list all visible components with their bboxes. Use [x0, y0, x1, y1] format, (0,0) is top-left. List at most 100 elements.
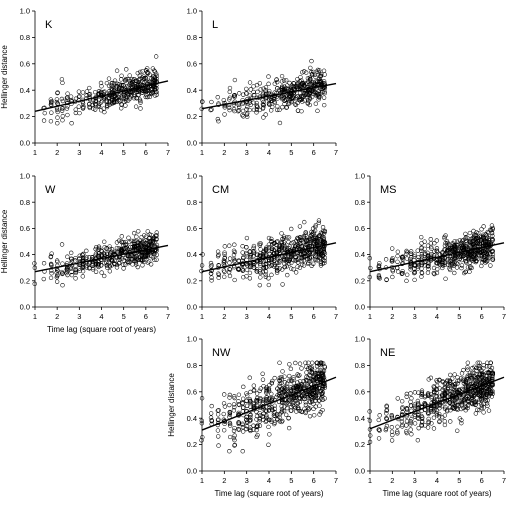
- data-point: [269, 239, 274, 244]
- data-point: [448, 419, 453, 424]
- data-point: [124, 242, 129, 247]
- data-point: [484, 378, 489, 383]
- data-point: [454, 239, 460, 244]
- data-point: [227, 449, 232, 454]
- data-point: [244, 252, 249, 257]
- data-point: [114, 96, 119, 101]
- data-point: [77, 94, 82, 99]
- data-point: [258, 275, 263, 280]
- data-point: [282, 84, 287, 89]
- data-point: [390, 246, 395, 251]
- data-point: [116, 86, 122, 91]
- data-point: [272, 406, 277, 411]
- x-tick-label: 6: [312, 476, 316, 485]
- y-tick-label: 1.0: [20, 7, 30, 16]
- data-point: [102, 245, 107, 250]
- data-point: [307, 399, 312, 404]
- data-point: [297, 265, 303, 270]
- data-point: [145, 252, 151, 258]
- x-tick-label: 7: [166, 312, 170, 321]
- y-tick-label: 0.0: [20, 139, 30, 148]
- data-point: [288, 385, 293, 390]
- data-point: [299, 393, 304, 399]
- data-point: [93, 251, 99, 256]
- data-point: [443, 387, 448, 393]
- data-point: [41, 118, 47, 123]
- data-point: [154, 230, 159, 235]
- data-point: [112, 249, 117, 255]
- data-point: [293, 385, 299, 390]
- data-point: [416, 425, 421, 431]
- data-point: [251, 254, 256, 259]
- data-point: [269, 272, 274, 278]
- data-point: [291, 380, 297, 386]
- data-point: [486, 240, 491, 245]
- data-point: [147, 235, 152, 240]
- data-point: [119, 82, 124, 88]
- data-point: [319, 72, 324, 77]
- data-point: [154, 236, 159, 241]
- data-point: [412, 262, 418, 268]
- data-point: [442, 234, 447, 240]
- data-point: [481, 405, 487, 410]
- data-point: [286, 95, 292, 100]
- data-point: [152, 257, 157, 262]
- data-point: [121, 96, 127, 102]
- data-point: [288, 378, 294, 383]
- data-point: [76, 94, 82, 100]
- data-point: [431, 426, 437, 431]
- data-point: [109, 257, 114, 262]
- data-point: [486, 408, 492, 413]
- x-tick-label: 6: [312, 312, 316, 321]
- data-point: [284, 105, 289, 110]
- y-tick-label: 0.8: [187, 361, 197, 370]
- data-point: [208, 264, 214, 269]
- data-point: [321, 68, 327, 73]
- data-point: [96, 245, 102, 251]
- data-point: [293, 270, 299, 275]
- data-point: [295, 76, 300, 82]
- data-point: [272, 99, 277, 104]
- data-point: [320, 247, 325, 252]
- data-point: [109, 86, 114, 91]
- data-point: [434, 394, 439, 399]
- data-point: [477, 391, 482, 396]
- data-point: [244, 245, 249, 250]
- data-point: [127, 253, 133, 258]
- data-point: [400, 269, 405, 274]
- data-point: [232, 93, 238, 98]
- data-point: [135, 257, 141, 263]
- data-point: [142, 88, 147, 93]
- data-point: [320, 225, 326, 230]
- data-point: [140, 69, 145, 74]
- data-point: [254, 424, 259, 429]
- x-tick-label: 7: [334, 476, 338, 485]
- data-point: [367, 409, 372, 414]
- data-point: [96, 97, 102, 103]
- data-point: [271, 247, 277, 253]
- data-point: [479, 379, 484, 385]
- data-point: [55, 268, 60, 273]
- data-point: [415, 248, 420, 253]
- data-point: [145, 66, 150, 71]
- data-point: [254, 107, 260, 113]
- panel-label: NE: [380, 347, 395, 359]
- data-point: [429, 246, 434, 251]
- data-point: [318, 377, 324, 382]
- data-point: [209, 275, 214, 280]
- data-point: [216, 443, 221, 448]
- data-point: [470, 365, 475, 371]
- data-point: [287, 362, 292, 367]
- data-point: [303, 230, 308, 235]
- data-point: [222, 250, 227, 255]
- data-point: [400, 399, 405, 404]
- x-axis-label: Time lag (square root of years): [47, 325, 156, 334]
- data-point: [117, 81, 122, 87]
- data-point: [422, 239, 427, 244]
- data-point: [479, 238, 484, 243]
- data-point: [314, 235, 320, 241]
- data-point: [419, 251, 425, 257]
- data-point: [247, 93, 252, 98]
- data-point: [367, 256, 372, 261]
